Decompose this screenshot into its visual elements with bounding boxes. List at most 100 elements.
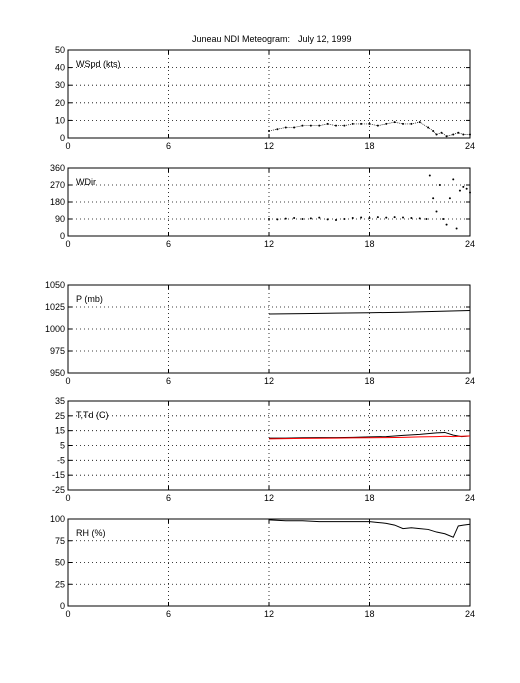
figure-date: July 12, 1999 <box>298 34 352 44</box>
y-tick-label: 5 <box>60 441 65 451</box>
x-tick-label: 18 <box>364 239 374 249</box>
x-tick-label: 12 <box>264 493 274 503</box>
x-tick-label: 18 <box>364 493 374 503</box>
x-tick-label: 0 <box>65 239 70 249</box>
data-point <box>435 210 438 213</box>
y-tick-label: 50 <box>55 558 65 568</box>
data-point <box>428 174 431 177</box>
panel-label: WSpd (kts) <box>76 59 121 69</box>
data-point <box>432 197 435 200</box>
x-tick-label: 0 <box>65 376 70 386</box>
y-tick-label: 975 <box>50 346 65 356</box>
data-point <box>425 218 428 220</box>
y-tick-label: 100 <box>50 514 65 524</box>
data-point <box>335 124 337 127</box>
y-tick-label: 270 <box>50 180 65 190</box>
y-tick-label: 1025 <box>45 302 65 312</box>
data-point <box>462 185 465 188</box>
x-tick-label: 18 <box>364 376 374 386</box>
data-point <box>284 126 287 129</box>
figure-title: Juneau NDI Meteogram: <box>192 34 290 44</box>
panel-3: 0 6 12 18 24 -25 -15 -5 5 15 25 35 T,Td (C) <box>52 396 475 503</box>
y-tick-label: 360 <box>50 163 65 173</box>
panel-label: T,Td (C) <box>76 410 109 420</box>
y-tick-label: -5 <box>57 455 65 465</box>
x-tick-label: 24 <box>465 493 475 503</box>
x-tick-label: 24 <box>465 239 475 249</box>
y-tick-label: 1050 <box>45 280 65 290</box>
data-point <box>465 187 468 190</box>
panel-1: 0 6 12 18 24 0 90 180 270 360 WDir <box>50 163 475 249</box>
data-point <box>301 218 304 220</box>
panel-label: P (mb) <box>76 294 103 304</box>
data-point <box>268 218 270 220</box>
data-point <box>368 122 371 125</box>
data-point <box>402 216 404 219</box>
y-tick-label: 0 <box>60 231 65 241</box>
y-tick-label: 90 <box>55 214 65 224</box>
data-point <box>385 216 388 219</box>
x-tick-label: 6 <box>166 376 171 386</box>
data-point <box>445 223 448 226</box>
data-point <box>402 122 404 125</box>
y-tick-label: 75 <box>55 536 65 546</box>
x-tick-label: 12 <box>264 141 274 151</box>
data-point <box>351 217 354 220</box>
y-tick-label: 0 <box>60 133 65 143</box>
series-line <box>268 519 471 538</box>
y-tick-label: 1000 <box>45 324 65 334</box>
panel-2: 0 6 12 18 24 950 975 1000 1025 1050 P (mb) <box>45 280 475 386</box>
y-tick-label: 10 <box>55 115 65 125</box>
series-line <box>268 310 471 315</box>
x-tick-label: 18 <box>364 609 374 619</box>
x-tick-label: 12 <box>264 609 274 619</box>
data-point <box>452 178 455 181</box>
data-point <box>418 217 421 220</box>
y-tick-label: 25 <box>55 579 65 589</box>
x-tick-label: 12 <box>264 239 274 249</box>
series-line <box>269 431 471 439</box>
data-point <box>368 217 371 220</box>
data-point <box>448 197 451 200</box>
data-point <box>469 191 471 194</box>
y-tick-label: 35 <box>55 396 65 406</box>
x-tick-label: 0 <box>65 493 70 503</box>
y-tick-label: 180 <box>50 197 65 207</box>
x-tick-label: 6 <box>166 141 171 151</box>
data-point <box>393 216 396 219</box>
data-point <box>293 126 296 129</box>
panel-0: 0 6 12 18 24 0 10 20 30 40 50 WSpd (kts) <box>55 45 475 151</box>
y-tick-label: 950 <box>50 368 65 378</box>
panel-4: 0 6 12 18 24 0 25 50 75 100 RH (%) <box>50 514 475 619</box>
x-tick-label: 0 <box>65 141 70 151</box>
y-tick-label: 40 <box>55 63 65 73</box>
panel-label: WDir <box>76 177 96 187</box>
data-point <box>276 218 279 221</box>
data-point <box>326 122 329 125</box>
x-tick-label: 24 <box>465 376 475 386</box>
y-tick-label: 20 <box>55 98 65 108</box>
panel-label: RH (%) <box>76 528 106 538</box>
data-point <box>393 121 396 124</box>
data-point <box>284 217 287 220</box>
x-tick-label: 6 <box>166 493 171 503</box>
data-point <box>458 189 461 192</box>
x-tick-label: 24 <box>465 141 475 151</box>
y-tick-label: 0 <box>60 601 65 611</box>
y-tick-label: -25 <box>52 485 65 495</box>
data-point <box>442 218 445 220</box>
series-line <box>268 121 470 137</box>
x-tick-label: 6 <box>166 239 171 249</box>
data-point <box>455 227 458 230</box>
data-point <box>360 122 363 125</box>
data-point <box>326 218 329 221</box>
x-tick-label: 0 <box>65 609 70 619</box>
y-tick-label: 25 <box>55 411 65 421</box>
data-point <box>309 217 312 220</box>
x-tick-label: 18 <box>364 141 374 151</box>
data-point <box>318 216 321 219</box>
x-tick-label: 12 <box>264 376 274 386</box>
data-point <box>376 216 379 219</box>
